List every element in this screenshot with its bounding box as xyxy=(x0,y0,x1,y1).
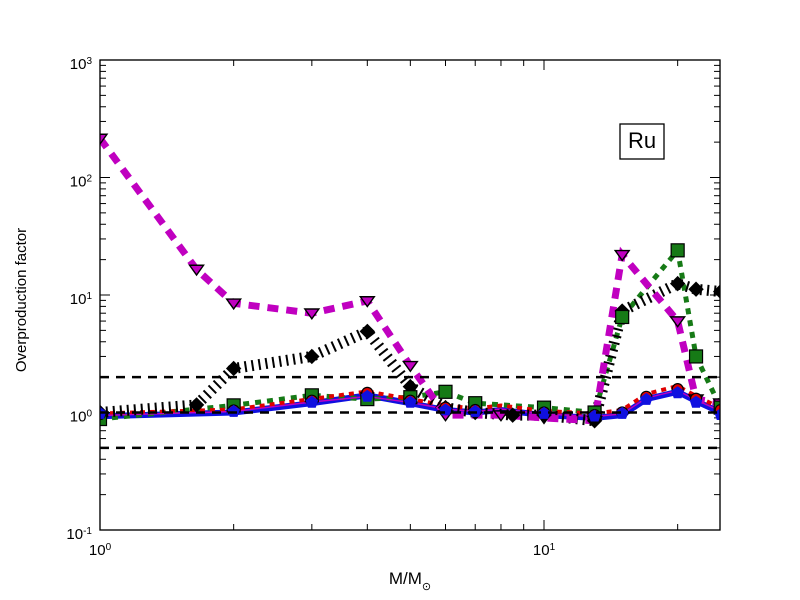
svg-text:M/M⊙: M/M⊙ xyxy=(389,569,431,593)
svg-text:Ru: Ru xyxy=(628,128,656,153)
svg-text:101: 101 xyxy=(70,291,93,309)
svg-text:103: 103 xyxy=(70,56,93,74)
svg-text:10-1: 10-1 xyxy=(66,526,92,544)
svg-text:100: 100 xyxy=(70,408,93,426)
svg-text:Overproduction factor: Overproduction factor xyxy=(13,228,30,372)
svg-text:100: 100 xyxy=(89,542,112,560)
svg-text:102: 102 xyxy=(70,173,93,191)
svg-text:101: 101 xyxy=(533,542,556,560)
